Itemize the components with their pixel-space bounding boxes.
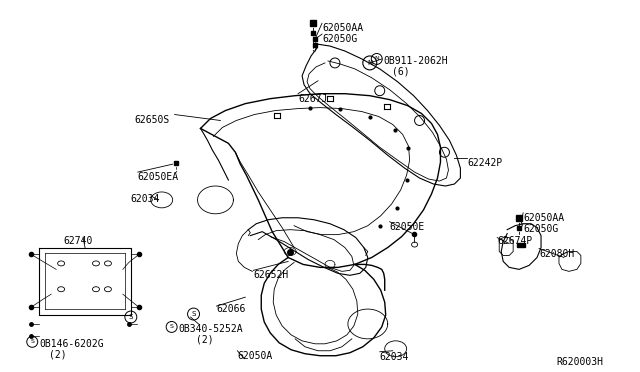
Text: N: N: [367, 60, 372, 66]
Text: 62652H: 62652H: [253, 270, 289, 280]
Text: 62050A: 62050A: [237, 351, 273, 361]
Text: 62050G: 62050G: [322, 34, 357, 44]
Text: 0B340-5252A: 0B340-5252A: [179, 324, 243, 334]
Text: 62066: 62066: [216, 304, 246, 314]
Text: 62050AA: 62050AA: [523, 213, 564, 223]
Text: 62050AA: 62050AA: [322, 23, 363, 33]
Text: 62650S: 62650S: [135, 115, 170, 125]
Text: 62034: 62034: [131, 194, 160, 204]
Text: 62050E: 62050E: [390, 222, 425, 232]
Text: 62034: 62034: [380, 352, 409, 362]
Text: (2): (2): [196, 335, 213, 345]
Text: 0B911-2062H: 0B911-2062H: [384, 56, 449, 66]
Text: 62050G: 62050G: [523, 224, 558, 234]
Text: S: S: [30, 339, 34, 344]
Text: 62050EA: 62050EA: [138, 172, 179, 182]
Text: 62080H: 62080H: [539, 248, 574, 259]
Text: S: S: [129, 314, 133, 320]
Text: 0B146-6202G: 0B146-6202G: [39, 339, 104, 349]
Text: R620003H: R620003H: [556, 357, 603, 367]
Text: 6267J: 6267J: [298, 94, 328, 104]
Text: (2): (2): [49, 350, 67, 360]
Text: 62740: 62740: [63, 235, 93, 246]
Text: (6): (6): [392, 67, 410, 77]
Text: N: N: [374, 57, 379, 61]
Text: 62674P: 62674P: [497, 235, 532, 246]
Text: S: S: [191, 311, 196, 317]
Text: S: S: [170, 324, 173, 330]
Text: 62242P: 62242P: [467, 158, 502, 168]
